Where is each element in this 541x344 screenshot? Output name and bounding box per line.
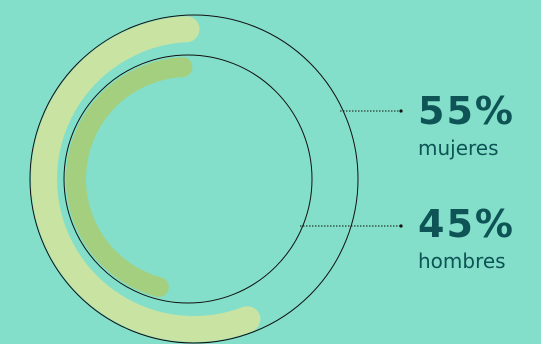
inner-arc-hombres [66,57,193,298]
stat-hombres: 45% hombres [418,205,515,271]
leader-dot-mujeres [399,109,403,113]
inner-ring-outline [63,54,313,304]
outer-ring-outline [29,14,359,344]
stat-hombres-label: hombres [418,249,506,273]
stat-mujeres: 55% mujeres [418,92,515,158]
leader-dot-hombres [399,224,403,228]
stat-mujeres-label: mujeres [418,136,499,160]
stat-mujeres-percent: 55% [418,89,515,133]
stat-hombres-percent: 45% [418,202,515,246]
outer-arc-mujeres [31,16,261,342]
